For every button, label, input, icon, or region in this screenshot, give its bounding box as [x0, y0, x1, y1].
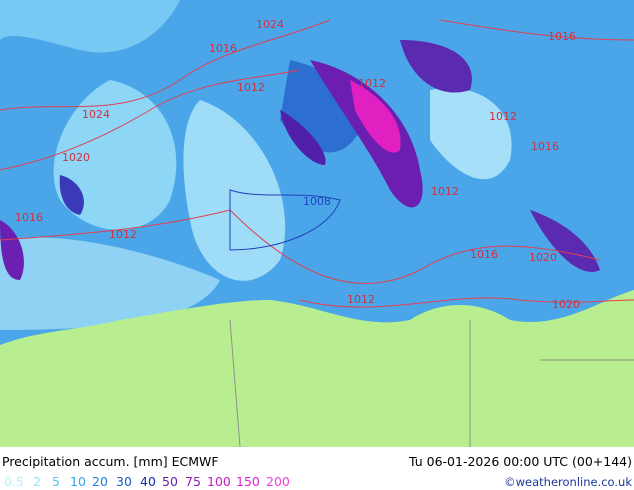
precip-very-heavy — [400, 40, 472, 93]
legend-item: 0.5 — [4, 474, 24, 489]
legend-item: 100 — [207, 474, 231, 489]
legend-item: 200 — [266, 474, 290, 489]
legend-item: 150 — [236, 474, 260, 489]
legend-item: 20 — [92, 474, 108, 489]
isobar-label: 1020 — [552, 298, 580, 311]
isobar-label: 1016 — [470, 248, 498, 261]
title: Precipitation accum. [mm] ECMWF — [2, 454, 219, 469]
precip-very-heavy — [280, 110, 326, 165]
isobar — [229, 189, 341, 251]
footer — [0, 447, 634, 490]
legend: 0.5 2 5 10 20 30 40 50 75 100 150 200 — [4, 474, 290, 489]
isobar-label: 1012 — [347, 293, 375, 306]
legend-item: 10 — [70, 474, 86, 489]
border — [229, 319, 634, 448]
datetime: Tu 06-01-2026 00:00 UTC (00+144) — [408, 454, 632, 469]
isobar-label: 1012 — [489, 110, 517, 123]
isobar — [299, 297, 634, 308]
land — [0, 290, 634, 447]
isobar-label: 1016 — [531, 140, 559, 153]
isobar — [0, 209, 601, 284]
isobar-label: 1016 — [548, 30, 576, 43]
isobar-label: 1020 — [62, 151, 90, 164]
isobar-label: 1024 — [256, 18, 284, 31]
isobar — [439, 19, 634, 41]
legend-item: 50 — [162, 474, 178, 489]
isobar-label: 1016 — [209, 42, 237, 55]
isobar — [0, 19, 331, 111]
legend-item: 30 — [116, 474, 132, 489]
legend-item: 75 — [185, 474, 201, 489]
legend-item: 5 — [52, 474, 60, 489]
precip-light — [430, 88, 512, 180]
precip-very-heavy — [530, 210, 600, 272]
isobar-labels: 1024 1016 1012 1024 1020 1016 1012 1008 … — [15, 18, 580, 311]
isobar-label: 1012 — [109, 228, 137, 241]
precip-very-heavy — [310, 60, 423, 208]
precip-light — [0, 0, 180, 53]
isobar-label: 1012 — [358, 77, 386, 90]
legend-item: 2 — [33, 474, 41, 489]
isobar-label: 1012 — [431, 185, 459, 198]
isobar-label: 1024 — [82, 108, 110, 121]
isobar — [0, 69, 301, 171]
precip-extreme — [350, 80, 401, 153]
legend-item: 40 — [140, 474, 156, 489]
precip-heavy — [59, 175, 84, 215]
isobar-label: 1020 — [529, 251, 557, 264]
precip-light — [183, 100, 286, 281]
map — [0, 0, 634, 448]
precip-light — [0, 237, 220, 330]
isobar-label: 1008 — [303, 195, 331, 208]
isobar-label: 1012 — [237, 81, 265, 94]
precip-light — [53, 80, 177, 230]
isobar-label: 1016 — [15, 211, 43, 224]
credit: ©weatheronline.co.uk — [504, 475, 632, 489]
precip-very-heavy — [0, 220, 24, 280]
